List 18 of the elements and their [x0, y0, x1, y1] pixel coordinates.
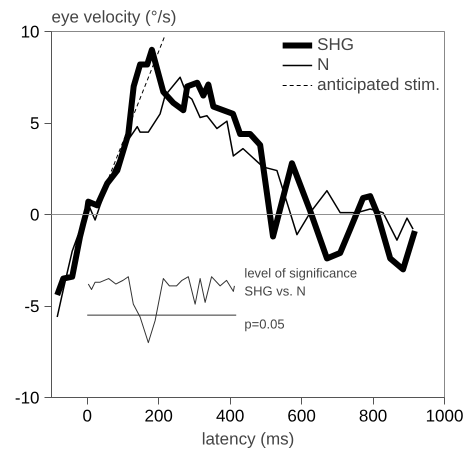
y-axis-title: eye velocity (°/s): [52, 8, 176, 26]
y-tick-label: 5: [30, 114, 40, 133]
x-tick-label: 800: [358, 406, 388, 426]
legend-label: SHG: [317, 35, 354, 55]
legend-label: N: [317, 55, 330, 75]
x-tick-label: 600: [287, 406, 316, 426]
y-tick-label: -10: [14, 388, 40, 408]
legend-label: anticipated stim.: [317, 75, 440, 95]
x-tick-label: 200: [144, 406, 173, 426]
x-tick-label: 0: [82, 406, 92, 426]
x-axis-title: latency (ms): [202, 430, 294, 448]
y-tick-label: 10: [20, 22, 40, 42]
annotation: p=0.05: [244, 316, 285, 332]
y-tick-label: -5: [24, 297, 40, 316]
y-tick-label: 0: [30, 206, 40, 224]
annotation: level of significance SHG vs. N: [244, 266, 358, 299]
x-tick-label: 400: [216, 406, 244, 426]
x-tick-label: 1000: [426, 406, 464, 426]
